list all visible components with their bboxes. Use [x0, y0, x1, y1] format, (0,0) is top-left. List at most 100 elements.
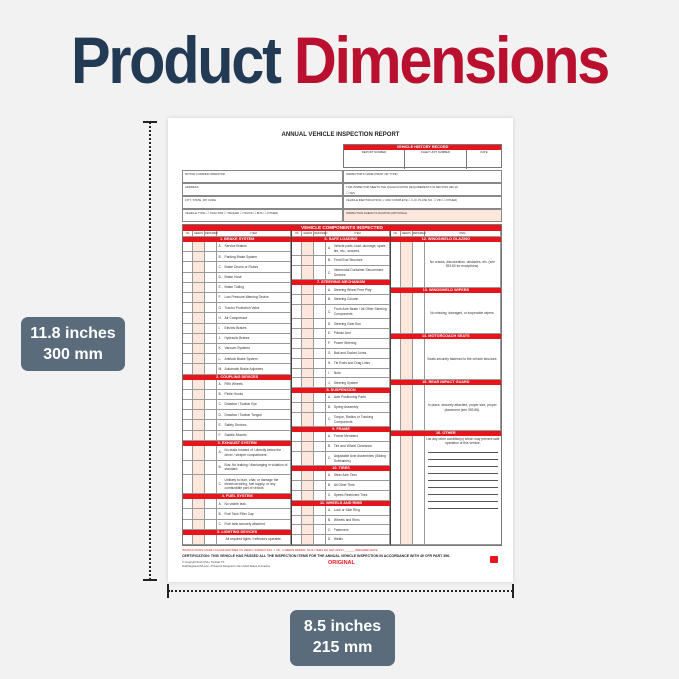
write-in-line[interactable] [428, 481, 498, 488]
ok-checkbox-cell[interactable] [183, 430, 193, 440]
repaired-date-cell[interactable] [205, 445, 217, 460]
ok-checkbox-cell[interactable] [292, 393, 303, 403]
needs-repair-cell[interactable] [193, 445, 205, 460]
needs-repair-cell[interactable] [400, 385, 413, 431]
ok-checkbox-cell[interactable] [183, 460, 193, 475]
repaired-date-cell[interactable] [205, 499, 217, 509]
address-field[interactable]: ADDRESS [182, 183, 343, 196]
repaired-date-cell[interactable] [205, 460, 217, 475]
ok-checkbox-cell[interactable] [183, 400, 193, 410]
ok-checkbox-cell[interactable] [183, 410, 193, 420]
repaired-date-cell[interactable] [413, 436, 425, 545]
ok-checkbox-cell[interactable] [292, 403, 303, 412]
ok-checkbox-cell[interactable] [183, 354, 193, 364]
needs-repair-cell[interactable] [193, 252, 205, 262]
ok-checkbox-cell[interactable] [292, 412, 303, 427]
repaired-date-cell[interactable] [314, 403, 327, 412]
needs-repair-cell[interactable] [400, 339, 413, 380]
inspector-name-field[interactable]: INSPECTOR'S NAME (PRINT OR TYPE) [343, 170, 502, 183]
repaired-date-cell[interactable] [205, 509, 217, 519]
ok-checkbox-cell[interactable] [292, 242, 303, 256]
ok-checkbox-cell[interactable] [183, 242, 193, 252]
repaired-date-cell[interactable] [314, 329, 327, 339]
ok-checkbox-cell[interactable] [292, 490, 303, 500]
write-in-line[interactable] [428, 502, 498, 509]
needs-repair-cell[interactable] [302, 471, 315, 481]
ok-checkbox-cell[interactable] [183, 475, 193, 494]
ok-checkbox-cell[interactable] [183, 509, 193, 519]
repaired-date-cell[interactable] [314, 295, 327, 305]
repaired-date-cell[interactable] [314, 348, 327, 358]
needs-repair-cell[interactable] [193, 282, 205, 293]
repaired-date-cell[interactable] [205, 252, 217, 262]
ok-checkbox-cell[interactable] [292, 329, 303, 339]
inspection-agency-field[interactable]: INSPECTION AGENCY/LOCATION (OPTIONAL) [343, 209, 502, 222]
repaired-date-cell[interactable] [413, 292, 425, 334]
needs-repair-cell[interactable] [193, 475, 205, 494]
ok-checkbox-cell[interactable] [391, 385, 401, 431]
needs-repair-cell[interactable] [302, 403, 315, 412]
ok-checkbox-cell[interactable] [183, 344, 193, 354]
ok-checkbox-cell[interactable] [292, 319, 303, 329]
repaired-date-cell[interactable] [314, 368, 327, 378]
needs-repair-cell[interactable] [302, 319, 315, 329]
needs-repair-cell[interactable] [400, 436, 413, 545]
repaired-date-cell[interactable] [314, 481, 327, 490]
needs-repair-cell[interactable] [302, 393, 315, 403]
repaired-date-cell[interactable] [205, 333, 217, 344]
needs-repair-cell[interactable] [193, 410, 205, 420]
needs-repair-cell[interactable] [193, 272, 205, 282]
needs-repair-cell[interactable] [302, 505, 315, 515]
repaired-date-cell[interactable] [314, 256, 327, 266]
repaired-date-cell[interactable] [205, 379, 217, 389]
yes-checkbox[interactable]: ☐ YES [346, 191, 355, 195]
ok-checkbox-cell[interactable] [183, 333, 193, 344]
ok-checkbox-cell[interactable] [183, 323, 193, 333]
repaired-date-cell[interactable] [205, 262, 217, 272]
write-in-line[interactable] [428, 453, 498, 460]
write-in-line[interactable] [428, 488, 498, 495]
needs-repair-cell[interactable] [302, 451, 315, 466]
ok-checkbox-cell[interactable] [183, 313, 193, 323]
needs-repair-cell[interactable] [400, 292, 413, 334]
ok-checkbox-cell[interactable] [183, 519, 193, 529]
needs-repair-cell[interactable] [302, 305, 315, 319]
repaired-date-cell[interactable] [205, 354, 217, 364]
repaired-date-cell[interactable] [314, 432, 327, 442]
repaired-date-cell[interactable] [314, 339, 327, 348]
repaired-date-cell[interactable] [413, 242, 425, 287]
repaired-date-cell[interactable] [314, 525, 327, 535]
needs-repair-cell[interactable] [302, 442, 315, 451]
ok-checkbox-cell[interactable] [391, 339, 401, 380]
needs-repair-cell[interactable] [193, 430, 205, 440]
needs-repair-cell[interactable] [193, 389, 205, 400]
needs-repair-cell[interactable] [302, 358, 315, 368]
write-in-line[interactable] [428, 467, 498, 474]
needs-repair-cell[interactable] [302, 295, 315, 305]
needs-repair-cell[interactable] [193, 379, 205, 389]
ok-checkbox-cell[interactable] [183, 272, 193, 282]
repaired-date-cell[interactable] [314, 490, 327, 500]
write-in-line[interactable] [428, 460, 498, 467]
needs-repair-cell[interactable] [193, 303, 205, 313]
ok-checkbox-cell[interactable] [292, 305, 303, 319]
repaired-date-cell[interactable] [205, 313, 217, 323]
repaired-date-cell[interactable] [205, 400, 217, 410]
repaired-date-cell[interactable] [205, 389, 217, 400]
needs-repair-cell[interactable] [302, 490, 315, 500]
needs-repair-cell[interactable] [193, 534, 205, 545]
city-state-zip-field[interactable]: CITY, STATE, ZIP CODE [182, 196, 343, 209]
needs-repair-cell[interactable] [302, 481, 315, 490]
needs-repair-cell[interactable] [400, 242, 413, 287]
ok-checkbox-cell[interactable] [292, 535, 303, 545]
ok-checkbox-cell[interactable] [292, 525, 303, 535]
repaired-date-cell[interactable] [413, 385, 425, 431]
ok-checkbox-cell[interactable] [183, 282, 193, 293]
needs-repair-cell[interactable] [193, 333, 205, 344]
needs-repair-cell[interactable] [302, 348, 315, 358]
repaired-date-cell[interactable] [314, 515, 327, 525]
needs-repair-cell[interactable] [302, 266, 315, 280]
repaired-date-cell[interactable] [413, 339, 425, 380]
needs-repair-cell[interactable] [302, 256, 315, 266]
ok-checkbox-cell[interactable] [292, 339, 303, 348]
